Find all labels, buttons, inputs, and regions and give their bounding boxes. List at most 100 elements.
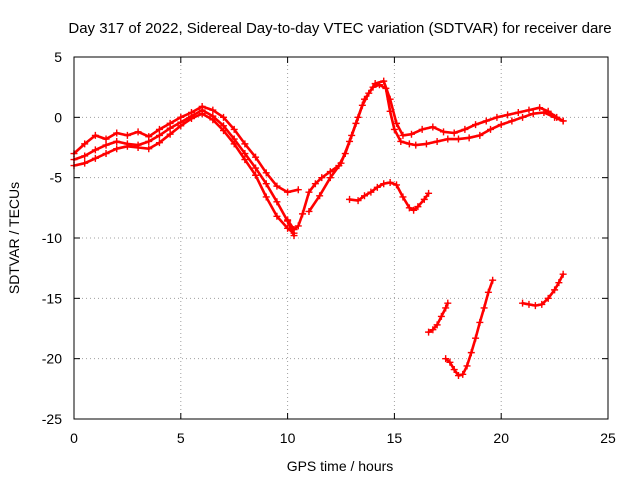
- data-point: [284, 224, 292, 232]
- series-trace-h: [442, 276, 497, 380]
- y-tick-label: -15: [42, 290, 62, 306]
- data-point: [241, 156, 249, 164]
- y-tick-label: 5: [54, 49, 62, 65]
- data-point: [241, 140, 249, 148]
- series-trace-f: [346, 178, 433, 214]
- data-point: [390, 125, 398, 133]
- data-point: [538, 300, 546, 308]
- plot-frame: [73, 56, 609, 420]
- data-point: [284, 188, 292, 196]
- data-point: [102, 135, 110, 143]
- data-point: [442, 355, 450, 363]
- series-trace-d: [284, 81, 567, 234]
- data-point: [476, 131, 484, 139]
- data-point: [367, 188, 375, 196]
- data-point: [393, 119, 401, 127]
- data-point: [446, 358, 454, 366]
- data-point: [472, 121, 480, 129]
- data-point: [305, 188, 313, 196]
- data-point: [399, 131, 407, 139]
- x-tick-label: 10: [280, 430, 296, 446]
- data-point: [454, 372, 462, 380]
- x-tick-label: 15: [387, 430, 403, 446]
- data-point: [555, 279, 563, 287]
- data-point: [294, 186, 302, 194]
- data-point: [273, 212, 281, 220]
- data-point: [493, 113, 501, 121]
- data-point: [123, 142, 131, 150]
- data-point: [525, 300, 533, 308]
- data-point: [230, 140, 238, 148]
- data-point: [294, 222, 302, 230]
- data-point: [559, 117, 567, 125]
- data-point: [230, 125, 238, 133]
- data-point: [177, 122, 185, 130]
- data-point: [531, 302, 539, 310]
- x-tick-label: 20: [493, 430, 509, 446]
- data-point: [371, 80, 379, 88]
- data-point: [454, 135, 462, 143]
- data-point: [380, 180, 388, 188]
- data-point: [187, 115, 195, 123]
- data-point: [305, 207, 313, 215]
- data-point: [551, 286, 559, 294]
- data-point: [386, 178, 394, 186]
- data-point: [472, 334, 480, 342]
- data-point: [360, 192, 368, 200]
- data-point: [429, 123, 437, 131]
- data-point: [440, 128, 448, 136]
- data-point: [273, 198, 281, 206]
- x-tick-label: 5: [177, 430, 185, 446]
- data-point: [373, 183, 381, 191]
- data-point: [81, 140, 89, 148]
- y-tick-label: -20: [42, 351, 62, 367]
- data-point: [414, 203, 422, 211]
- data-point: [134, 128, 142, 136]
- data-point: [346, 195, 354, 203]
- data-point: [220, 127, 228, 135]
- x-axis-label: GPS time / hours: [287, 458, 394, 474]
- data-point: [463, 362, 471, 370]
- chart-title: Day 317 of 2022, Sidereal Day-to-day VTE…: [68, 20, 611, 37]
- data-point: [393, 181, 401, 189]
- data-point: [299, 210, 307, 218]
- data-point: [405, 140, 413, 148]
- data-point: [145, 137, 153, 145]
- data-point: [311, 180, 319, 188]
- data-point: [145, 145, 153, 153]
- data-point: [352, 119, 360, 127]
- data-point: [497, 121, 505, 129]
- y-tick-label: 0: [54, 109, 62, 125]
- data-point: [113, 145, 121, 153]
- series-line: [72, 105, 300, 194]
- data-point: [102, 141, 110, 149]
- data-point: [166, 130, 174, 138]
- data-point: [380, 77, 388, 85]
- data-point: [484, 288, 492, 296]
- series-trace-i: [519, 270, 567, 310]
- data-point: [91, 154, 99, 162]
- data-point: [450, 366, 458, 374]
- y-tick-label: -10: [42, 230, 62, 246]
- data-point: [519, 113, 527, 121]
- data-point: [326, 174, 334, 182]
- data-point: [461, 125, 469, 133]
- data-point: [346, 137, 354, 145]
- series-trace-g: [425, 299, 452, 336]
- data-point: [487, 125, 495, 133]
- data-point: [316, 192, 324, 200]
- data-point: [284, 216, 292, 224]
- data-point: [273, 182, 281, 190]
- series-line: [444, 278, 494, 377]
- x-tick-label: 25: [600, 430, 616, 446]
- data-point: [529, 110, 537, 118]
- data-point: [397, 137, 405, 145]
- data-point: [444, 299, 452, 307]
- data-point: [480, 304, 488, 312]
- data-traces: [70, 77, 567, 380]
- data-point: [514, 109, 522, 117]
- data-point: [536, 104, 544, 112]
- x-tick-label: 0: [70, 430, 78, 446]
- data-point: [422, 140, 430, 148]
- data-point: [209, 116, 217, 124]
